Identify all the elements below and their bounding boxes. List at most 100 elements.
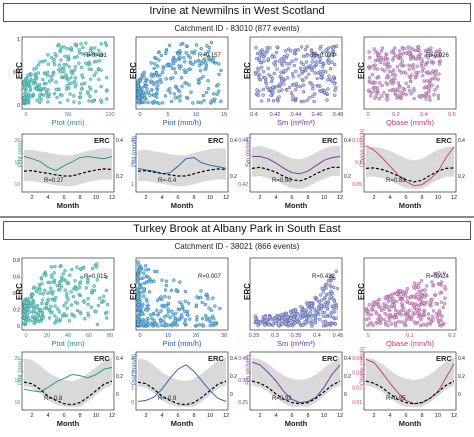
month-tick: 10 bbox=[435, 195, 441, 201]
scatter-point bbox=[153, 55, 157, 60]
scatter-point bbox=[303, 47, 308, 52]
scatter-point bbox=[327, 292, 331, 296]
scatter-point bbox=[173, 96, 177, 100]
month-tick: 8 bbox=[192, 413, 195, 419]
scatter-point bbox=[301, 62, 305, 67]
scatter-panel-2-4 bbox=[363, 257, 457, 331]
scatter-point bbox=[44, 81, 48, 86]
erc-right-tick: 0 bbox=[230, 392, 233, 398]
scatter-point bbox=[404, 318, 408, 322]
scatter-point bbox=[164, 49, 169, 53]
scatter-point bbox=[423, 288, 427, 292]
scatter-point bbox=[324, 48, 328, 52]
scatter-point bbox=[285, 62, 289, 66]
scatter-point bbox=[62, 45, 66, 49]
scatter-point bbox=[416, 56, 420, 61]
r-value: R=0.026 bbox=[426, 53, 450, 59]
scatter-point bbox=[183, 60, 187, 64]
scatter-point bbox=[380, 83, 384, 88]
x-tick-label: 0.44 bbox=[291, 112, 302, 118]
scatter-point bbox=[309, 304, 314, 308]
scatter-point bbox=[96, 303, 101, 308]
scatter-point bbox=[43, 59, 47, 63]
scatter-point bbox=[52, 91, 57, 96]
scatter-point bbox=[374, 320, 378, 325]
scatter-point bbox=[253, 314, 258, 318]
scatter-point bbox=[33, 73, 38, 78]
scatter-point bbox=[411, 285, 416, 289]
scatter-point bbox=[415, 64, 419, 69]
scatter-point bbox=[198, 68, 203, 73]
scatter-point bbox=[421, 322, 426, 327]
month-tick: 2 bbox=[144, 413, 147, 419]
month-tick: 8 bbox=[306, 195, 309, 201]
scatter-point bbox=[138, 78, 143, 83]
scatter-point bbox=[399, 71, 404, 75]
scatter-point bbox=[158, 73, 162, 78]
scatter-point bbox=[160, 323, 164, 328]
scatter-point bbox=[104, 316, 109, 320]
scatter-point bbox=[305, 66, 309, 70]
scatter-point bbox=[203, 313, 208, 318]
scatter-point bbox=[281, 69, 286, 73]
r-value: R=0.27 bbox=[44, 178, 64, 184]
scatter-point bbox=[275, 314, 280, 318]
scatter-point bbox=[99, 84, 103, 89]
scatter-point bbox=[163, 294, 167, 299]
x-tick-label: 0.2 bbox=[392, 112, 400, 118]
scatter-point bbox=[367, 317, 371, 321]
scatter-point bbox=[56, 307, 60, 311]
scatter-point bbox=[290, 59, 294, 63]
scatter-point bbox=[61, 272, 65, 276]
scatter-point bbox=[46, 291, 50, 295]
scatter-point bbox=[429, 298, 433, 302]
scatter-point bbox=[287, 62, 292, 66]
scatter-point bbox=[104, 288, 109, 293]
month-tick: 6 bbox=[404, 413, 407, 419]
scatter-point bbox=[167, 295, 171, 299]
scatter-point bbox=[197, 323, 202, 327]
scatter-point bbox=[163, 288, 168, 292]
section-2-catchment: Catchment ID - 38021 (866 events) bbox=[174, 242, 300, 251]
section-1-catchment: Catchment ID - 83010 (877 events) bbox=[174, 24, 300, 33]
scatter-point bbox=[39, 276, 43, 280]
scatter-point bbox=[273, 59, 278, 64]
scatter-point bbox=[428, 98, 432, 102]
scatter-point bbox=[254, 46, 258, 50]
scatter-point bbox=[203, 302, 208, 307]
scatter-point bbox=[82, 81, 87, 86]
scatter-point bbox=[286, 315, 290, 319]
scatter-point bbox=[269, 79, 274, 84]
scatter-point bbox=[326, 302, 330, 306]
x-tick-label: 15 bbox=[221, 112, 227, 118]
scatter-point bbox=[326, 279, 331, 283]
scatter-point bbox=[169, 63, 173, 67]
scatter-point bbox=[393, 323, 398, 328]
scatter-point bbox=[286, 47, 291, 51]
scatter-point bbox=[380, 94, 384, 98]
scatter-point bbox=[60, 75, 64, 80]
scatter-point bbox=[136, 303, 140, 307]
driver-y-tick: 0.44 bbox=[238, 138, 248, 144]
scatter-point bbox=[382, 307, 386, 311]
scatter-point bbox=[22, 96, 26, 100]
scatter-point bbox=[72, 94, 76, 98]
month-tick: 12 bbox=[451, 413, 457, 419]
scatter-point bbox=[145, 319, 150, 323]
scatter-point bbox=[58, 279, 62, 284]
scatter-point bbox=[32, 310, 36, 314]
scatter-point bbox=[409, 46, 413, 50]
scatter-point bbox=[321, 324, 326, 328]
scatter-point bbox=[300, 311, 305, 315]
scatter-point bbox=[294, 69, 298, 74]
scatter-point bbox=[322, 286, 326, 290]
scatter-point bbox=[367, 303, 371, 307]
scatter-point bbox=[410, 73, 414, 77]
scatter-point bbox=[100, 299, 104, 303]
scatter-point bbox=[206, 78, 210, 83]
scatter-point bbox=[300, 77, 304, 82]
scatter-point bbox=[85, 281, 90, 285]
scatter-point bbox=[312, 65, 316, 69]
scatter-point bbox=[382, 62, 386, 66]
scatter-point bbox=[390, 81, 394, 86]
